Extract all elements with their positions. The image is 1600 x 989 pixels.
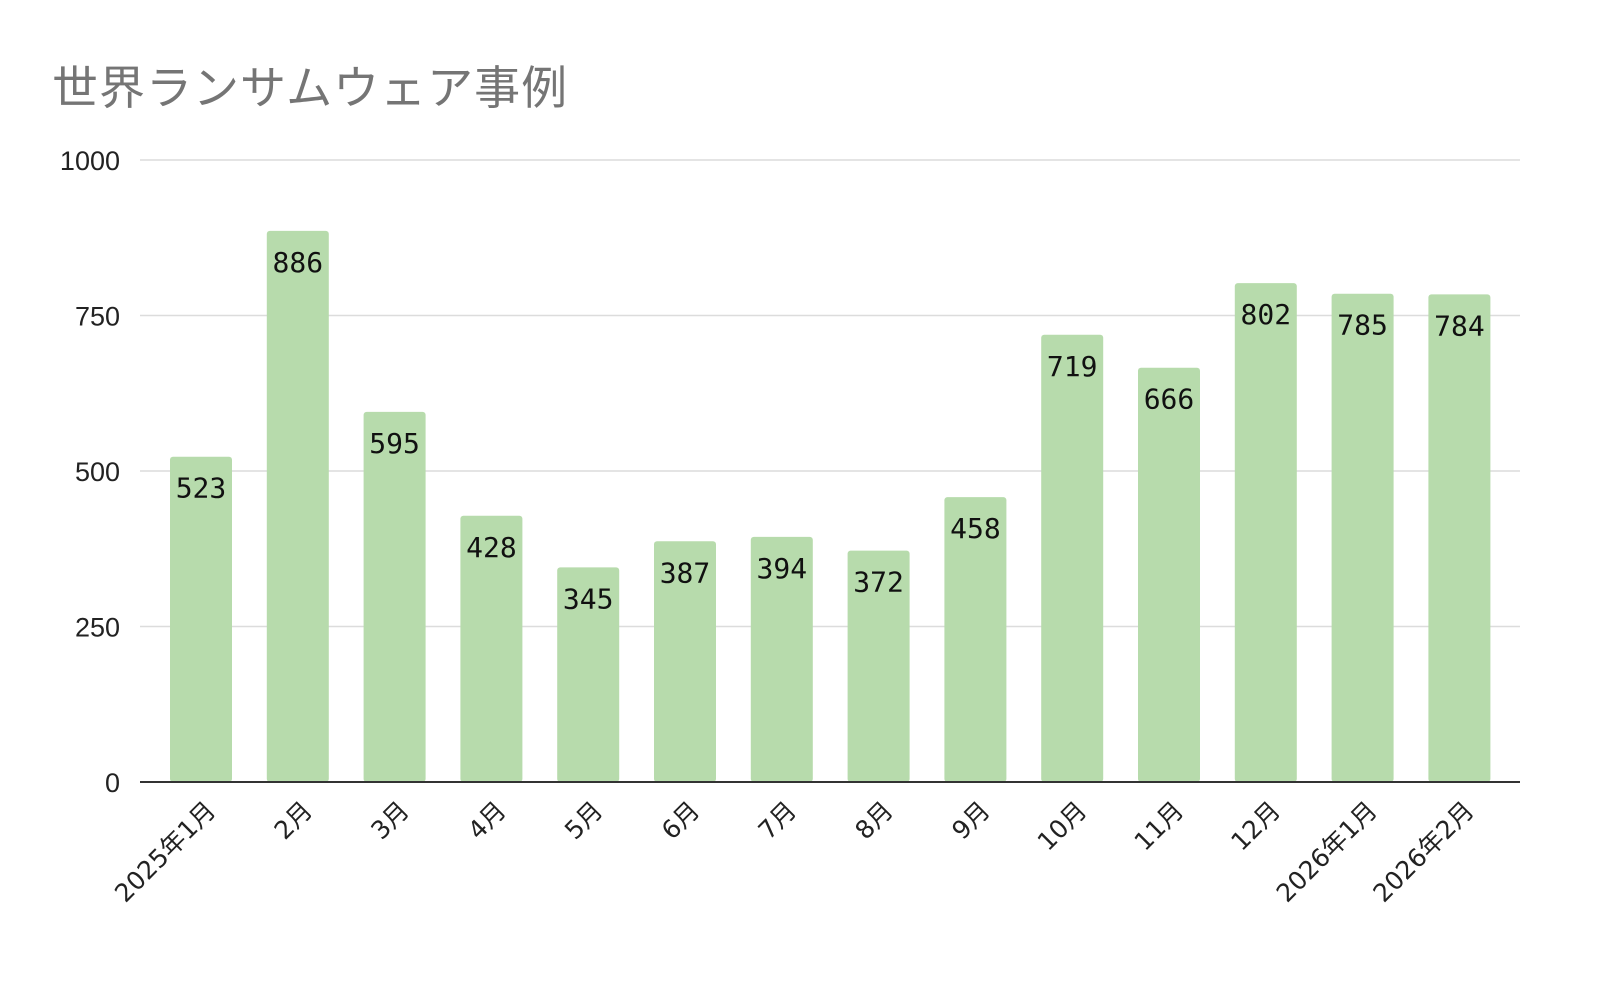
bar [266,230,329,782]
data-label: 345 [563,582,614,615]
x-category-label: 8月 [849,796,898,845]
x-axis-category-labels: 2025年1月 2月 3月 4月 5月 6月 7月 8月 9月 10月 11月 12月2026年1月2… [109,796,1479,908]
y-axis-tick-labels: 0 250 500 750 1000 [60,146,120,798]
data-label: 523 [176,472,227,505]
data-labels: 523 886 595 428 345 387 394 372 458 719 666 802 785 7… [176,246,1485,616]
bar [847,550,910,782]
data-label: 372 [853,566,904,599]
data-label: 802 [1241,298,1292,331]
bar [654,541,716,782]
x-category-label: 2025年1月 [109,796,221,908]
bar [557,567,620,782]
x-category-label: 7月 [753,796,802,845]
x-category-label: 2026年2月 [1368,796,1480,908]
data-label: 886 [273,246,324,279]
x-category-label: 6月 [656,796,705,845]
y-tick-label: 0 [105,768,120,798]
data-label: 785 [1337,309,1388,342]
bar [944,497,1007,782]
x-category-label: 3月 [365,796,414,845]
gridlines [140,159,1520,628]
y-tick-label: 500 [75,457,120,487]
data-label: 784 [1434,309,1485,342]
data-label: 394 [757,552,808,585]
bar [750,536,813,782]
bar [1428,294,1491,782]
data-label: 387 [660,556,711,589]
bar [1331,293,1394,782]
data-label: 458 [950,512,1001,545]
y-tick-label: 250 [75,613,120,643]
bar [1041,334,1104,782]
data-label: 595 [369,427,420,460]
x-category-label: 2026年1月 [1271,796,1383,908]
bar [460,515,523,782]
bar [170,456,232,782]
x-category-label: 9月 [946,796,995,845]
data-label: 666 [1144,383,1195,416]
x-category-label: 5月 [559,796,608,845]
y-tick-label: 750 [75,302,120,332]
x-category-label: 12月 [1225,796,1286,857]
bar [363,411,426,782]
bar [1138,367,1200,782]
y-tick-label: 1000 [60,146,120,176]
bar [1234,283,1297,782]
data-label: 428 [466,531,517,564]
x-category-label: 2月 [269,796,318,845]
bars [170,230,1491,782]
x-category-label: 4月 [462,796,511,845]
data-label: 719 [1047,350,1098,383]
x-category-label: 10月 [1032,796,1093,857]
chart-title: 世界ランサムウェア事例 [52,61,569,115]
x-category-label: 11月 [1129,796,1190,857]
